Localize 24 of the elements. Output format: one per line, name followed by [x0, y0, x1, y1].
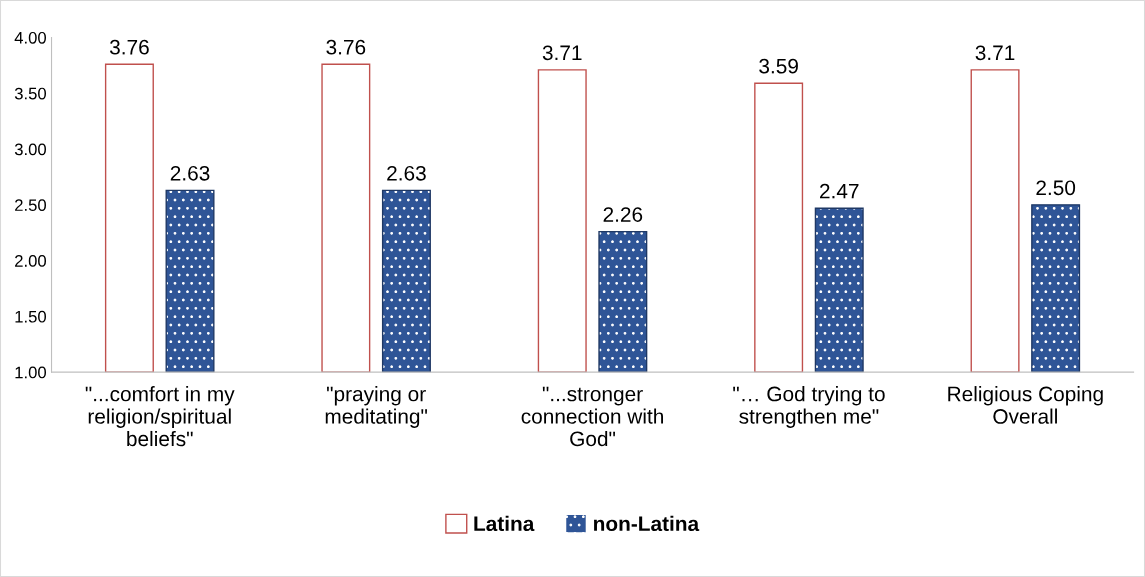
data-label: 3.76	[109, 39, 149, 55]
y-tick-label: 2.00	[15, 255, 47, 267]
data-label: 2.47	[820, 183, 859, 199]
data-label: 2.63	[170, 165, 210, 181]
y-tick-label: 4.00	[14, 31, 47, 44]
data-label: 2.63	[387, 165, 426, 181]
x-tick-label: "praying or meditating"	[325, 386, 428, 428]
y-tick-label: 3.50	[14, 87, 47, 100]
x-tick-label: Religious Coping Overall	[948, 386, 1103, 424]
y-tick-label: 1.00	[15, 366, 47, 379]
legend-label: non-Latina	[594, 515, 700, 532]
data-label: 3.59	[759, 58, 798, 74]
x-tick-label: "...stronger connection with God"	[521, 386, 663, 447]
data-label: 3.71	[975, 45, 1015, 61]
data-label: 3.76	[326, 39, 366, 55]
data-label: 2.26	[603, 207, 643, 222]
data-label: 2.50	[1036, 180, 1076, 196]
data-label: 3.71	[542, 45, 582, 61]
y-tick-label: 1.50	[15, 310, 47, 323]
y-tick-label: 2.50	[15, 199, 47, 212]
x-tick-label: "… God trying to strengthen me"	[733, 386, 885, 428]
y-tick-label: 3.00	[14, 143, 47, 156]
legend-label: Latina	[474, 515, 535, 532]
x-tick-label: "...comfort in my religion/spiritual beliefs"	[85, 386, 235, 447]
